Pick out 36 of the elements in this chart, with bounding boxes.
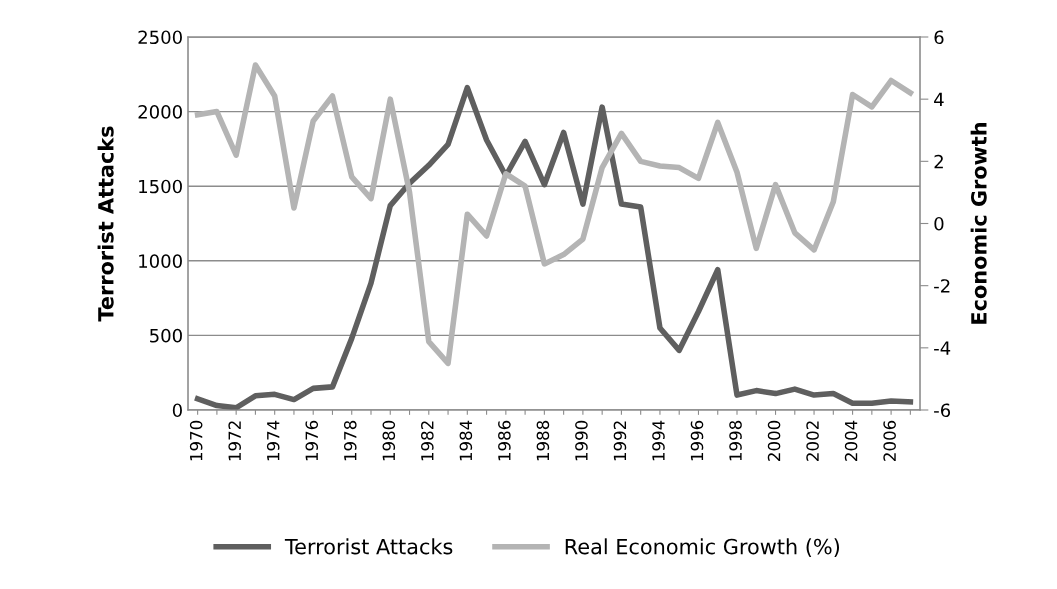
x-tick-label: 1982 bbox=[421, 421, 434, 461]
x-tick-label: 2000 bbox=[767, 420, 781, 461]
x-tick-label: 1976 bbox=[305, 420, 319, 461]
y-tick-label: 500 bbox=[150, 328, 182, 343]
x-tick-label: 1994 bbox=[652, 420, 665, 461]
x-tick-label: 1974 bbox=[266, 420, 280, 461]
x-tick-label: 1980 bbox=[382, 420, 396, 461]
legend-label: Terrorist Attacks bbox=[284, 538, 453, 555]
y-tick-label: 1000 bbox=[139, 254, 182, 268]
legend-label: Real Economic Growth (%) bbox=[565, 538, 840, 557]
y2-tick-label: 2 bbox=[934, 154, 943, 169]
y2-tick-label: 4 bbox=[934, 92, 944, 107]
x-tick-label: 1998 bbox=[729, 420, 742, 461]
x-tick-label: 1984 bbox=[459, 420, 473, 461]
x-tick-label: 2006 bbox=[883, 420, 896, 461]
x-tick-label: 1972 bbox=[228, 421, 241, 461]
x-tick-label: 1986 bbox=[498, 420, 511, 461]
y-axis-title: Terrorist Attacks bbox=[97, 126, 114, 322]
x-tick-label: 1996 bbox=[690, 420, 704, 461]
y2-tick-label: -6 bbox=[934, 403, 951, 418]
y2-axis-title: Economic Growth bbox=[970, 123, 987, 324]
y-tick-label: 1500 bbox=[139, 179, 182, 194]
x-tick-label: 1970 bbox=[189, 420, 203, 461]
y-tick-label: 2500 bbox=[138, 30, 182, 45]
y-tick-label: 2000 bbox=[138, 105, 182, 119]
y2-tick-label: -2 bbox=[934, 279, 950, 293]
x-tick-label: 1992 bbox=[613, 421, 627, 461]
y-tick-label: 0 bbox=[172, 403, 182, 418]
x-tick-label: 2002 bbox=[806, 421, 819, 461]
x-tick-label: 2004 bbox=[844, 420, 858, 461]
y2-tick-label: -4 bbox=[934, 341, 951, 355]
y2-tick-label: 0 bbox=[934, 216, 944, 231]
x-tick-label: 1978 bbox=[343, 420, 357, 461]
y2-tick-label: 6 bbox=[934, 30, 944, 45]
x-tick-label: 1988 bbox=[536, 420, 550, 461]
x-tick-label: 1990 bbox=[575, 420, 588, 461]
